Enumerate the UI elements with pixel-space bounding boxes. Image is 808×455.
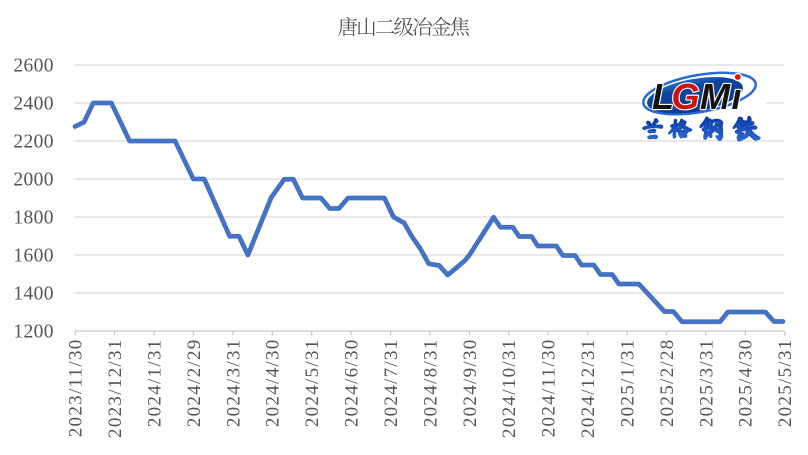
svg-text:2025/5/31: 2025/5/31 [775,338,796,427]
svg-text:2024/10/31: 2024/10/31 [499,338,520,438]
svg-text:2024/8/31: 2024/8/31 [420,338,441,427]
svg-text:2000: 2000 [13,170,53,191]
svg-text:1200: 1200 [13,322,53,343]
svg-text:ı: ı [732,76,742,117]
svg-text:2600: 2600 [13,56,53,77]
svg-text:2024/2/29: 2024/2/29 [184,338,205,427]
svg-text:2024/3/31: 2024/3/31 [223,338,244,427]
svg-text:2023/12/31: 2023/12/31 [105,338,126,438]
svg-text:2024/5/31: 2024/5/31 [302,338,323,427]
svg-text:2024/9/30: 2024/9/30 [460,338,481,427]
svg-text:2024/11/30: 2024/11/30 [539,338,560,437]
svg-text:1800: 1800 [13,208,53,229]
svg-text:M: M [700,76,731,117]
svg-text:2025/1/31: 2025/1/31 [618,338,639,427]
svg-text:2023/11/30: 2023/11/30 [66,338,87,437]
svg-text:2024/7/31: 2024/7/31 [381,338,402,427]
svg-text:L: L [652,76,674,117]
svg-text:2024/12/31: 2024/12/31 [578,338,599,438]
svg-text:2025/2/28: 2025/2/28 [657,338,678,427]
svg-text:2025/3/31: 2025/3/31 [696,338,717,427]
svg-text:2024/4/30: 2024/4/30 [263,338,284,427]
svg-text:2025/4/30: 2025/4/30 [736,338,757,427]
svg-text:G: G [672,76,700,117]
svg-text:2400: 2400 [13,94,53,115]
svg-text:2200: 2200 [13,132,53,153]
svg-text:2024/1/31: 2024/1/31 [144,338,165,427]
svg-text:2024/6/30: 2024/6/30 [342,338,363,427]
svg-text:1400: 1400 [13,284,53,305]
svg-text:1600: 1600 [13,246,53,267]
